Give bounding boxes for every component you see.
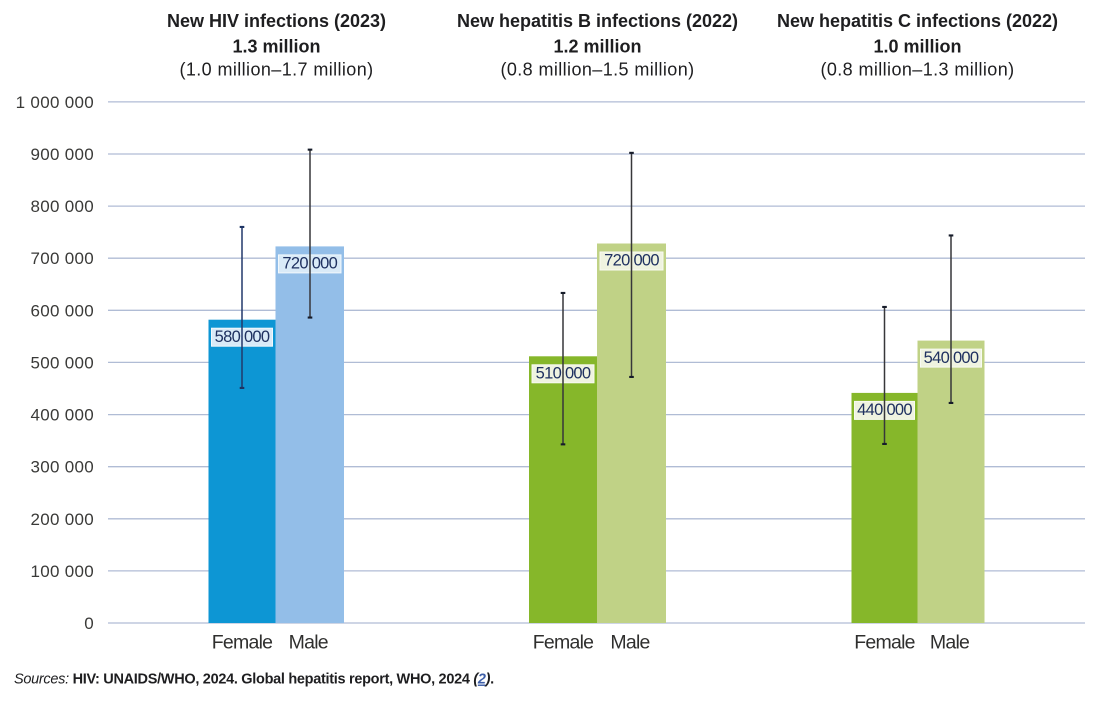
svg-text:Female: Female (854, 632, 915, 654)
svg-text:900 000: 900 000 (30, 145, 94, 164)
svg-text:Male: Male (930, 632, 969, 654)
svg-text:Male: Male (610, 632, 649, 654)
svg-text:(0.8 million–1.3 million): (0.8 million–1.3 million) (820, 59, 1014, 79)
svg-text:New hepatitis C infections (20: New hepatitis C infections (2022) (777, 11, 1058, 31)
svg-text:700 000: 700 000 (30, 249, 94, 268)
svg-text:Female: Female (212, 632, 273, 654)
svg-text:300 000: 300 000 (30, 458, 94, 477)
svg-text:1.3 million: 1.3 million (232, 36, 320, 56)
svg-text:1 000 000: 1 000 000 (16, 93, 94, 112)
svg-text:Sources: HIV: UNAIDS/WHO, 2024: Sources: HIV: UNAIDS/WHO, 2024. Global h… (14, 672, 494, 688)
svg-text:0: 0 (84, 614, 94, 633)
svg-text:800 000: 800 000 (30, 197, 94, 216)
svg-text:200 000: 200 000 (30, 510, 94, 529)
svg-text:400 000: 400 000 (30, 406, 94, 425)
svg-text:Female: Female (533, 632, 594, 654)
svg-text:100 000: 100 000 (30, 562, 94, 581)
svg-text:(1.0 million–1.7 million): (1.0 million–1.7 million) (179, 59, 373, 79)
svg-text:500 000: 500 000 (30, 353, 94, 372)
svg-text:(0.8 million–1.5 million): (0.8 million–1.5 million) (500, 59, 694, 79)
svg-text:600 000: 600 000 (30, 301, 94, 320)
svg-text:Male: Male (289, 632, 328, 654)
svg-text:1.0 million: 1.0 million (873, 36, 961, 56)
svg-text:New HIV infections (2023): New HIV infections (2023) (167, 11, 386, 31)
svg-text:New hepatitis B infections (20: New hepatitis B infections (2022) (457, 11, 738, 31)
svg-text:1.2 million: 1.2 million (553, 36, 641, 56)
